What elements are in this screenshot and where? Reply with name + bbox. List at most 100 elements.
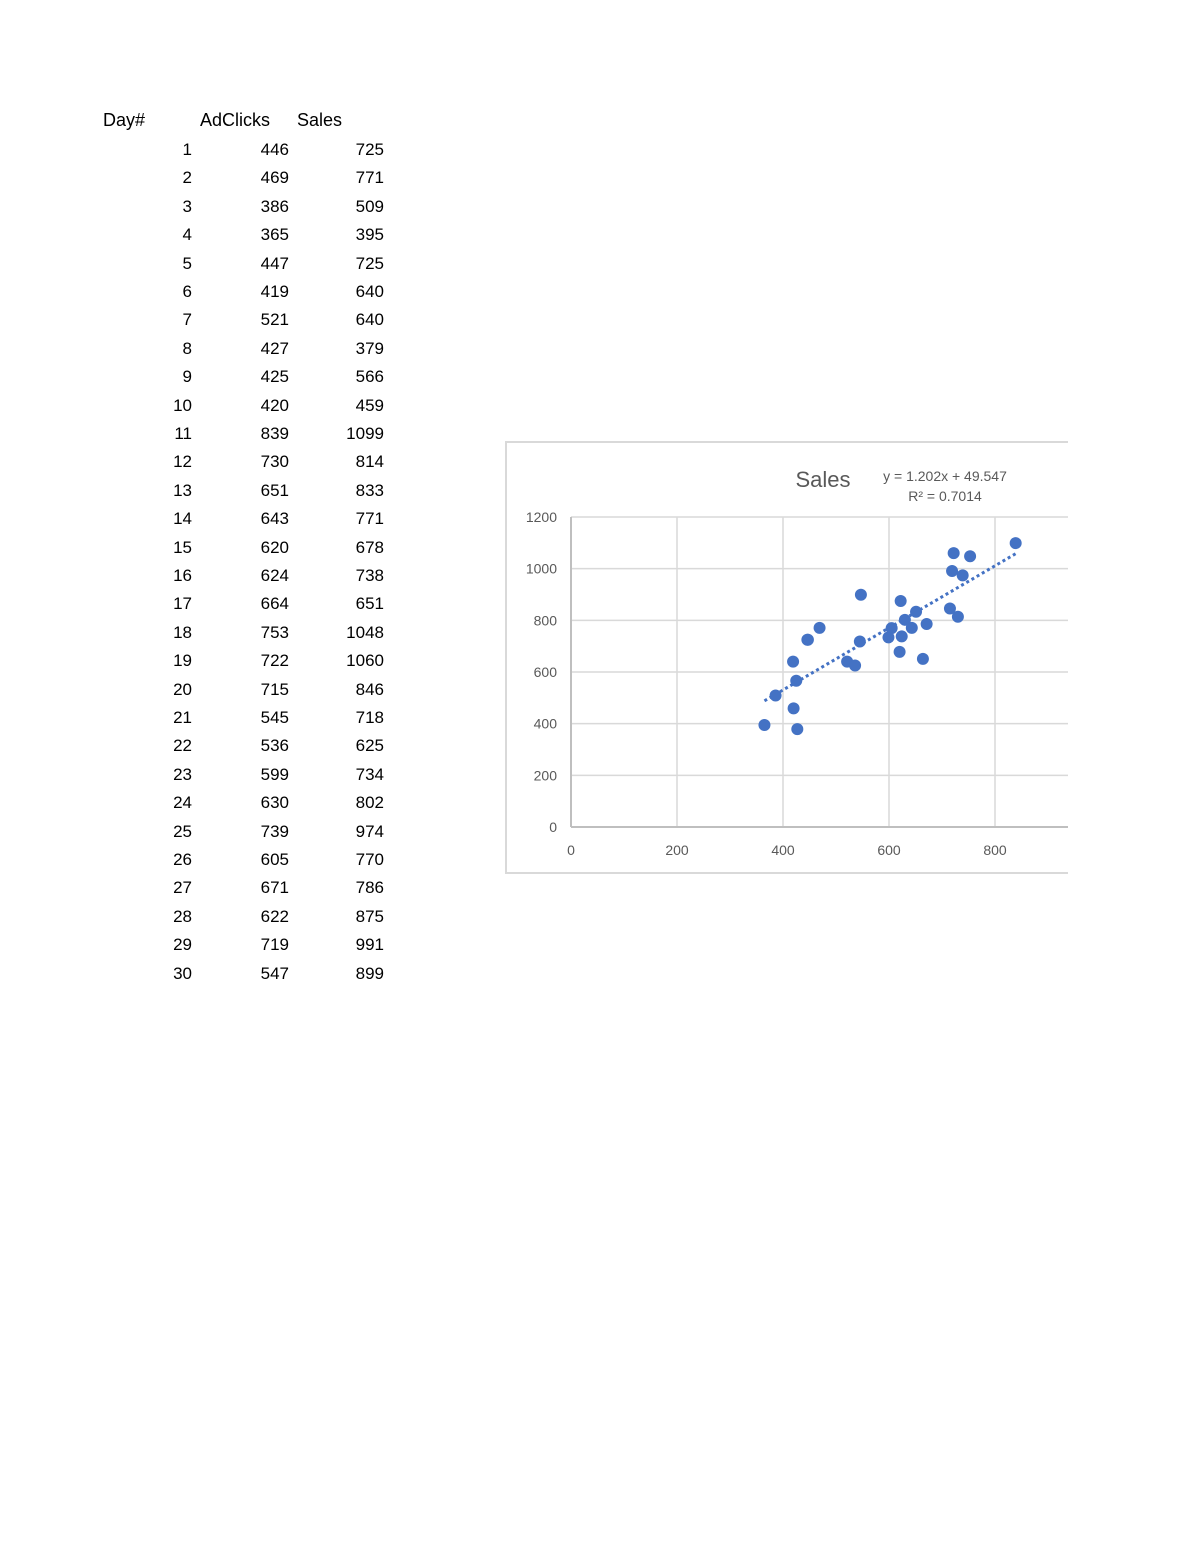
cell-day: 10 bbox=[173, 395, 192, 415]
x-tick-label: 0 bbox=[567, 842, 575, 858]
cell-sales: 725 bbox=[355, 140, 384, 159]
cell-adclicks: 730 bbox=[260, 452, 289, 472]
cell-adclicks: 386 bbox=[260, 196, 289, 216]
cell-day: 22 bbox=[173, 736, 192, 756]
data-point bbox=[916, 652, 929, 665]
data-point bbox=[769, 689, 782, 702]
cell-adclicks: 643 bbox=[260, 509, 289, 529]
cell-sales: 833 bbox=[355, 480, 384, 500]
y-tick-label: 800 bbox=[534, 612, 558, 628]
cell-adclicks: 447 bbox=[260, 253, 289, 273]
cell-adclicks: 446 bbox=[260, 140, 289, 159]
cell-day: 13 bbox=[173, 480, 192, 500]
cell-day: 25 bbox=[173, 821, 192, 841]
cell-sales: 991 bbox=[355, 935, 384, 955]
data-point bbox=[791, 723, 804, 736]
data-point bbox=[964, 550, 977, 563]
cell-day: 16 bbox=[173, 566, 192, 585]
cell-sales: 566 bbox=[355, 367, 384, 387]
cell-adclicks: 671 bbox=[260, 878, 289, 898]
y-tick-label: 200 bbox=[534, 767, 558, 783]
cell-day: 14 bbox=[173, 509, 192, 529]
cell-day: 12 bbox=[173, 452, 192, 472]
cell-adclicks: 365 bbox=[260, 225, 289, 245]
cell-adclicks: 622 bbox=[260, 906, 289, 926]
cell-sales: 846 bbox=[355, 679, 384, 699]
cell-adclicks: 427 bbox=[260, 338, 289, 358]
cell-sales: 1060 bbox=[346, 651, 384, 671]
cell-day: 26 bbox=[173, 850, 192, 869]
y-tick-label: 1000 bbox=[526, 561, 557, 577]
data-point bbox=[946, 564, 959, 577]
cell-sales: 459 bbox=[355, 395, 384, 415]
cell-sales: 771 bbox=[355, 509, 384, 529]
cell-adclicks: 839 bbox=[260, 424, 289, 443]
cell-day: 30 bbox=[173, 963, 192, 983]
cell-adclicks: 651 bbox=[260, 480, 289, 500]
trendline-equation: y = 1.202x + 49.547 bbox=[883, 468, 1007, 484]
cell-sales: 640 bbox=[355, 310, 384, 330]
y-tick-label: 400 bbox=[534, 716, 558, 732]
cell-day: 27 bbox=[173, 878, 192, 898]
data-point bbox=[882, 631, 895, 644]
cell-day: 23 bbox=[173, 764, 192, 784]
cell-day: 21 bbox=[173, 708, 192, 727]
data-point bbox=[893, 645, 906, 658]
data-point bbox=[947, 547, 960, 560]
cell-sales: 771 bbox=[355, 168, 384, 188]
data-point bbox=[910, 605, 923, 618]
cell-day: 28 bbox=[173, 906, 192, 926]
cell-sales: 509 bbox=[355, 196, 384, 216]
y-tick-label: 1200 bbox=[526, 509, 557, 525]
cell-sales: 640 bbox=[355, 282, 384, 301]
cell-sales: 718 bbox=[355, 708, 384, 727]
cell-day: 4 bbox=[182, 225, 192, 245]
cell-adclicks: 722 bbox=[260, 651, 289, 671]
x-tick-label: 400 bbox=[771, 842, 795, 858]
cell-day: 3 bbox=[182, 196, 192, 216]
cell-day: 9 bbox=[182, 367, 192, 387]
cell-sales: 1099 bbox=[346, 424, 384, 443]
data-point bbox=[853, 635, 866, 648]
cell-adclicks: 521 bbox=[260, 310, 289, 330]
cell-sales: 625 bbox=[355, 736, 384, 756]
data-point bbox=[854, 588, 867, 601]
cell-adclicks: 753 bbox=[260, 622, 289, 642]
data-point bbox=[849, 659, 862, 672]
cell-day: 17 bbox=[173, 594, 192, 614]
header-adclicks: AdClicks bbox=[200, 110, 271, 130]
data-point bbox=[813, 621, 826, 634]
data-point bbox=[920, 617, 933, 630]
cell-day: 29 bbox=[173, 935, 192, 955]
cell-adclicks: 739 bbox=[260, 821, 289, 841]
cell-adclicks: 599 bbox=[260, 764, 289, 784]
data-point bbox=[956, 569, 969, 582]
data-point bbox=[790, 674, 803, 687]
cell-day: 18 bbox=[173, 622, 192, 642]
chart-frame: 0 200 400 600 800 1000 1200 0 200 400 600 800 Sales y… bbox=[505, 441, 1068, 874]
cell-day: 24 bbox=[173, 793, 192, 813]
cell-adclicks: 715 bbox=[260, 679, 289, 699]
data-point bbox=[758, 718, 771, 731]
data-point bbox=[951, 610, 964, 623]
header-sales: Sales bbox=[297, 110, 343, 130]
cell-day: 11 bbox=[174, 424, 192, 443]
cell-sales: 899 bbox=[355, 963, 384, 983]
cell-day: 2 bbox=[182, 168, 192, 188]
header-day: Day# bbox=[103, 110, 146, 130]
cell-adclicks: 420 bbox=[260, 395, 289, 415]
cell-adclicks: 624 bbox=[260, 566, 289, 585]
y-tick-label: 600 bbox=[534, 664, 558, 680]
cell-sales: 786 bbox=[355, 878, 384, 898]
cell-day: 20 bbox=[173, 679, 192, 699]
cell-adclicks: 419 bbox=[260, 282, 289, 301]
cell-day: 5 bbox=[182, 253, 192, 273]
data-point bbox=[787, 702, 800, 715]
cell-adclicks: 664 bbox=[260, 594, 289, 614]
cell-day: 15 bbox=[173, 537, 192, 557]
cell-day: 6 bbox=[182, 282, 192, 301]
cell-adclicks: 425 bbox=[260, 367, 289, 387]
cell-sales: 734 bbox=[355, 764, 384, 784]
x-tick-label: 800 bbox=[983, 842, 1007, 858]
data-point bbox=[898, 613, 911, 626]
